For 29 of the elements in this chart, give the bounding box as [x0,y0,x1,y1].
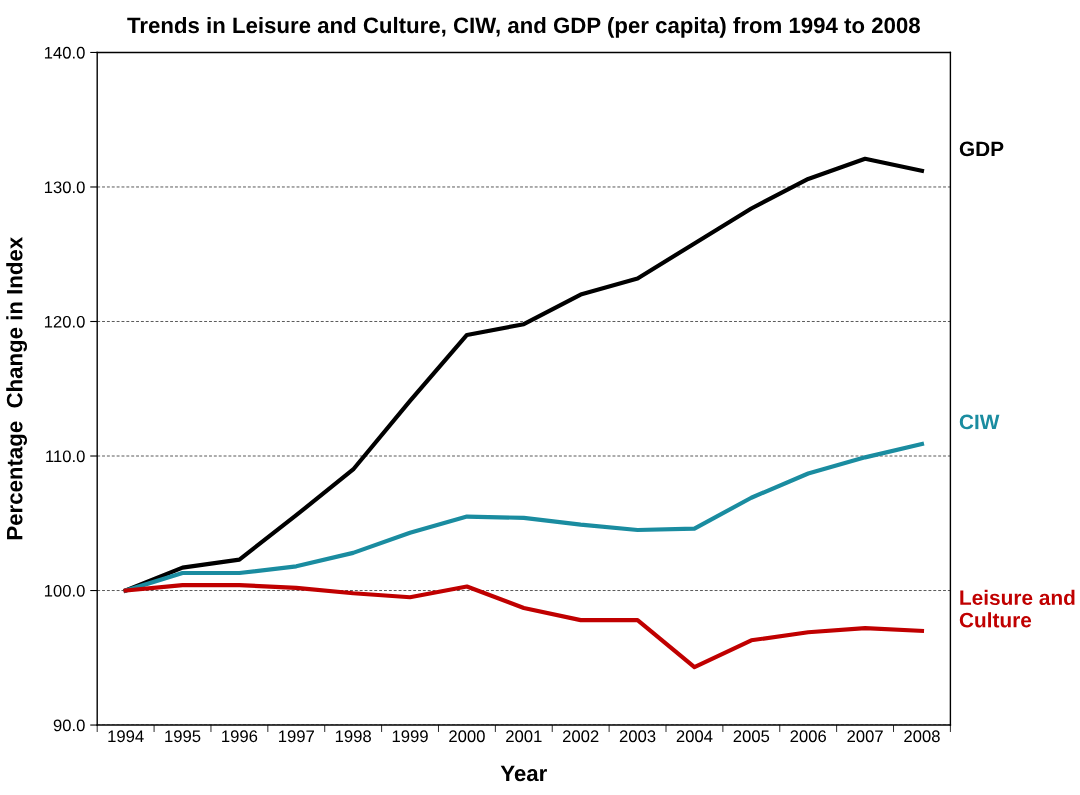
y-tick-label: 120.0 [44,315,85,328]
series-label: CIW [959,414,1000,430]
x-tick-label: 2007 [847,730,883,743]
chart-title: Trends in Leisure and Culture, CIW, and GDP (per capita) from 1994 to 2008 [127,16,920,38]
y-tick-label: 100.0 [44,584,85,597]
x-tick-label: 1994 [108,730,144,743]
y-tick-label: 130.0 [44,181,85,194]
x-tick-label: 1995 [165,730,201,743]
x-tick-label: 2005 [733,730,770,743]
series-label: GDP [959,141,1004,157]
series-label: Leisure and Culture [959,589,1075,628]
x-tick-label: 2006 [790,730,827,743]
x-tick-label: 2000 [449,730,485,743]
y-tick-label: 90.0 [53,719,85,732]
x-tick-label: 1999 [392,730,428,743]
x-tick-label: 1996 [222,730,258,743]
y-axis-title: Percentage Change in Index [6,237,28,540]
x-tick-label: 2001 [506,730,542,743]
x-tick-label: 2003 [619,730,656,743]
x-tick-label: 2002 [562,730,599,743]
y-tick-label: 110.0 [46,450,85,463]
line-series [123,583,925,670]
x-axis-title: Year [500,765,547,782]
y-tick-label: 140.0 [44,46,85,59]
x-tick-label: 2008 [904,730,940,743]
x-tick-label: 2004 [676,730,713,743]
x-tick-label: 1998 [335,730,371,743]
x-tick-label: 1997 [279,730,314,743]
line-series [123,441,925,593]
